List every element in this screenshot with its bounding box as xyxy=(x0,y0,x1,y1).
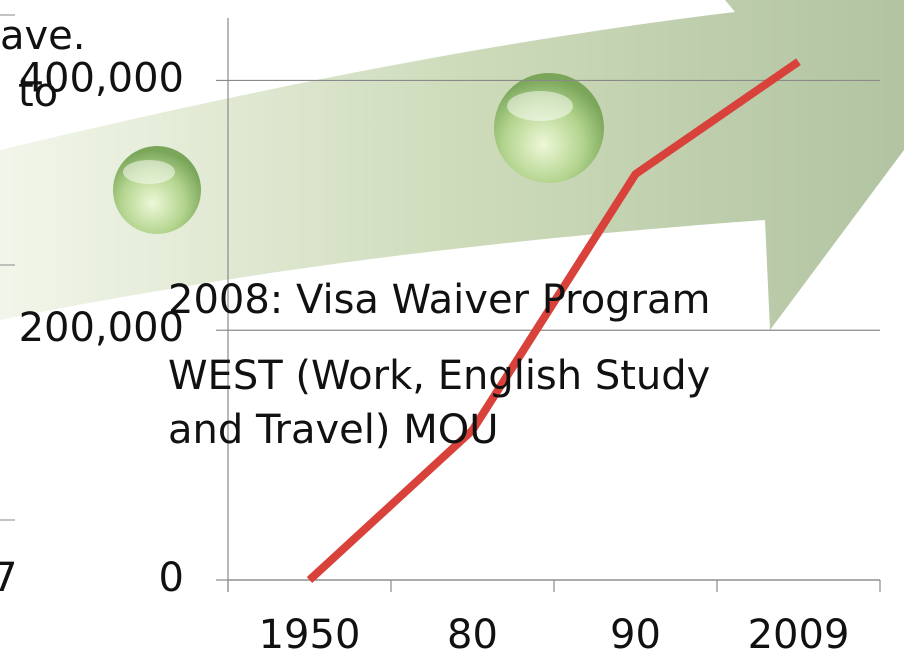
x-tick-label: 1950 xyxy=(259,612,361,658)
y-tick-label: 0 xyxy=(159,555,184,601)
x-tick-label: 80 xyxy=(447,612,498,658)
annotation: 2008: Visa Waiver Program xyxy=(168,277,710,323)
decoration xyxy=(0,0,904,521)
annotation: and Travel) MOU xyxy=(168,407,498,453)
y-tick-label: 400,000 xyxy=(19,55,184,101)
background-text: 7 xyxy=(0,555,17,601)
annotation: WEST (Work, English Study xyxy=(168,353,710,399)
x-tick-label: 2009 xyxy=(748,612,850,658)
x-tick-label: 90 xyxy=(610,612,661,658)
data-line xyxy=(306,58,801,583)
y-tick-label: 200,000 xyxy=(19,305,184,351)
background-text: to xyxy=(18,70,58,116)
background-text: ave. xyxy=(0,13,86,59)
